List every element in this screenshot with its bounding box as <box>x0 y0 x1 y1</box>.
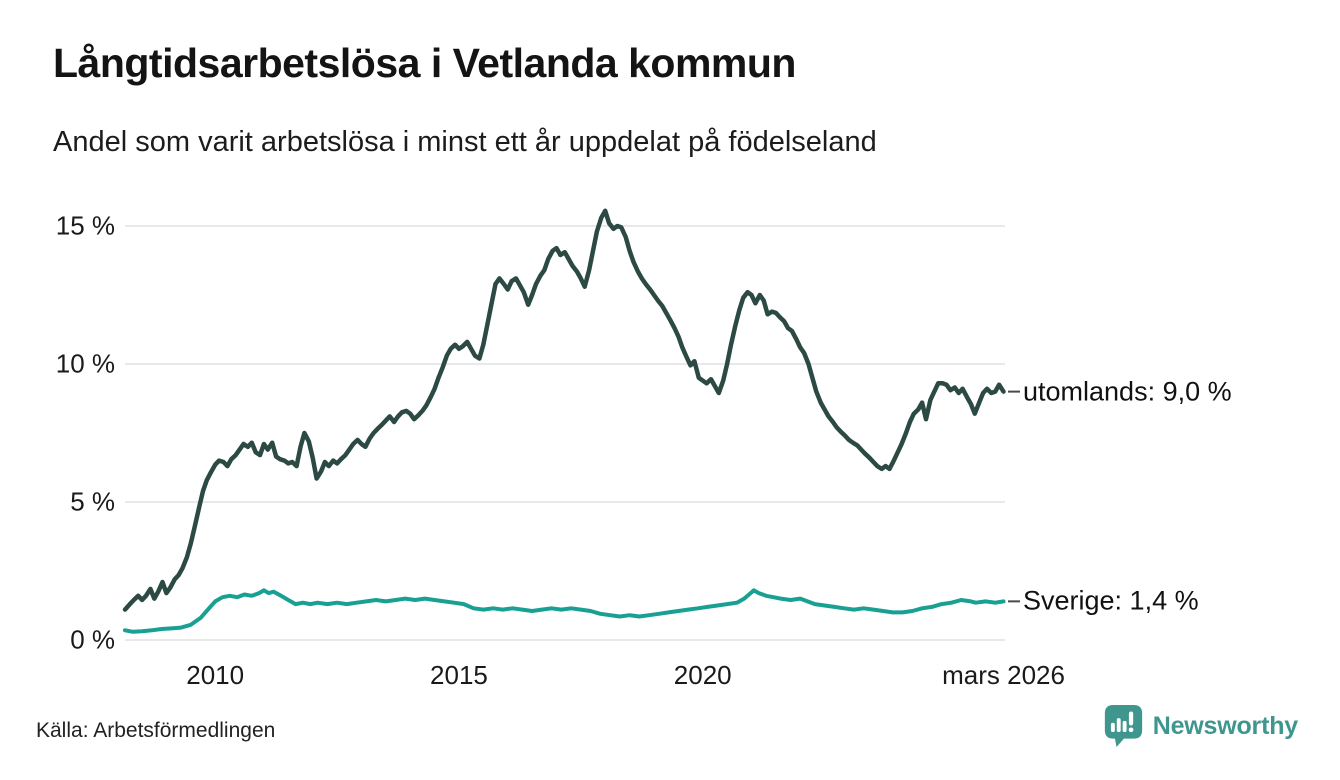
y-tick-0: 0 % <box>70 624 115 655</box>
chart-subtitle: Andel som varit arbetslösa i minst ett å… <box>53 126 877 158</box>
newsworthy-logo: Newsworthy <box>1103 703 1298 749</box>
page-title: Långtidsarbetslösa i Vetlanda kommun <box>53 40 796 86</box>
x-tick-mars-2026: mars 2026 <box>942 660 1065 690</box>
utomlands-line <box>122 208 1006 612</box>
newsworthy-bubble-icon <box>1104 705 1142 747</box>
y-tick-10: 10 % <box>55 348 115 379</box>
x-tick-2015: 2015 <box>430 660 488 690</box>
x-tick-2020: 2020 <box>673 660 732 690</box>
newsworthy-wordmark: Newsworthy <box>1152 711 1298 740</box>
x-tick-2010: 2010 <box>186 660 245 690</box>
source-note: Källa: Arbetsförmedlingen <box>36 719 276 742</box>
sverige-line <box>123 588 1006 634</box>
y-tick-5: 5 % <box>70 486 115 517</box>
y-tick-15: 15 % <box>55 210 115 241</box>
utomlands-end-label: utomlands: 9,0 % <box>1023 376 1232 407</box>
sverige-end-label: Sverige: 1,4 % <box>1023 585 1199 616</box>
